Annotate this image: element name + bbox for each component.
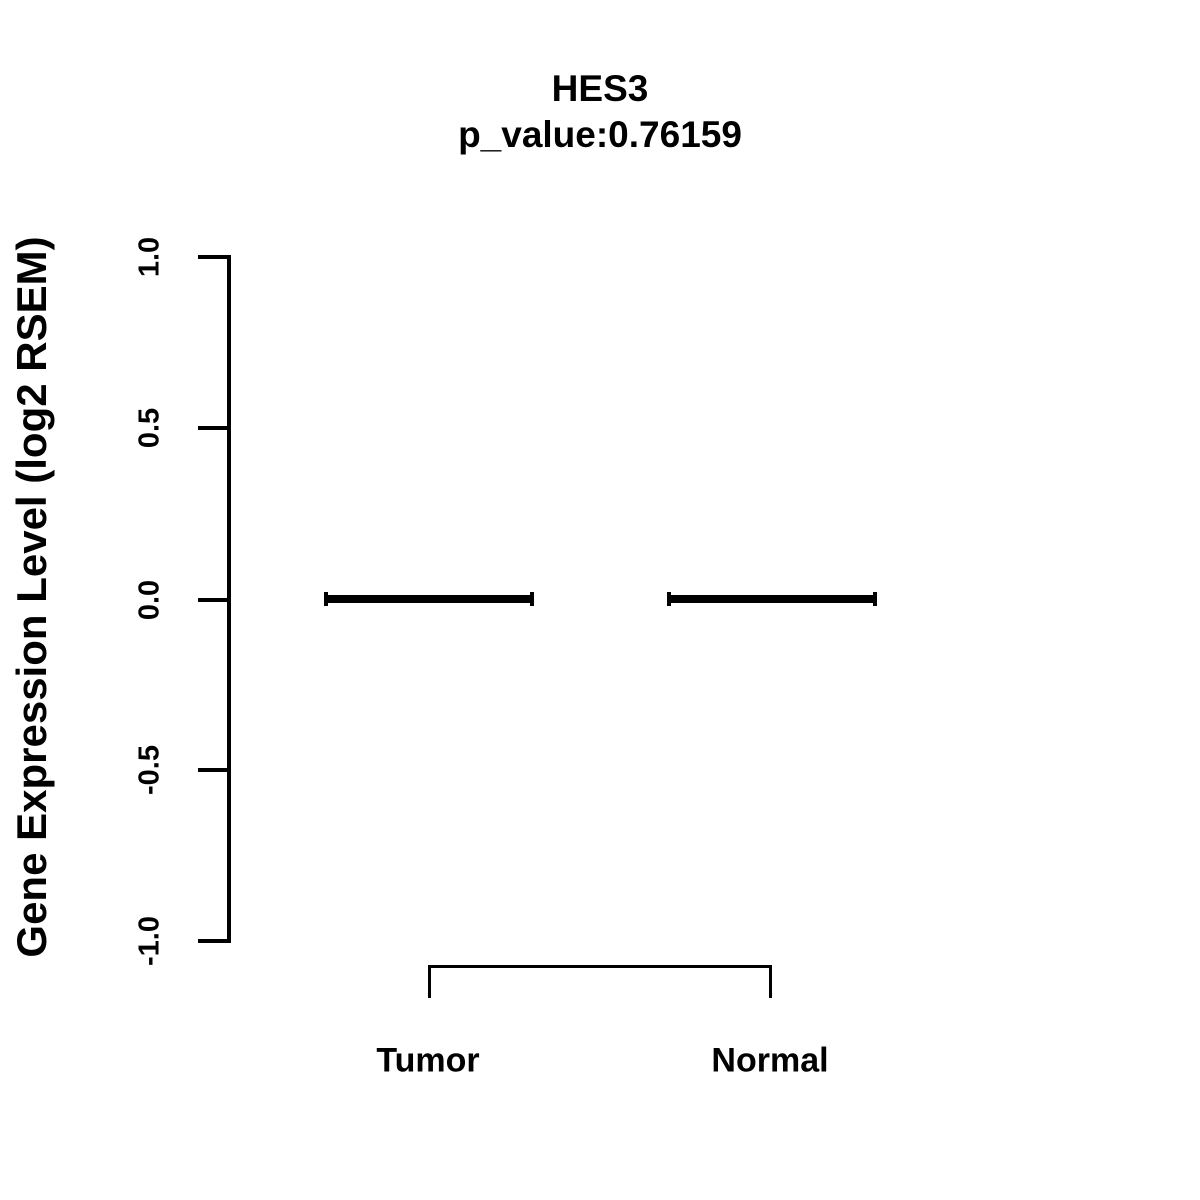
chart-title-block: HES3 p_value:0.76159	[300, 66, 900, 158]
y-tick-label: 1.0	[133, 236, 166, 278]
y-axis-title: Gene Expression Level (log2 RSEM)	[8, 236, 55, 958]
box-edge-left	[324, 592, 328, 606]
x-label-normal: Normal	[711, 1041, 829, 1080]
y-axis-line	[227, 255, 231, 943]
y-tick-label: -1.0	[133, 916, 166, 966]
y-tick-mark	[198, 598, 228, 602]
group-bracket-left	[428, 965, 431, 998]
y-tick-mark	[198, 939, 228, 943]
box-edge-right	[530, 592, 534, 606]
x-label-tumor: Tumor	[376, 1041, 480, 1080]
chart-subtitle-pvalue: p_value:0.76159	[458, 114, 742, 155]
boxplot-median-normal	[667, 592, 877, 606]
y-tick-label: 0.5	[133, 407, 166, 449]
box-edge-right	[873, 592, 877, 606]
y-tick-mark	[198, 426, 228, 430]
y-tick-mark	[198, 255, 228, 259]
box-edge-left	[667, 592, 671, 606]
y-tick-mark	[198, 768, 228, 772]
y-tick-label: 0.0	[133, 579, 166, 621]
boxplot-median-tumor	[324, 592, 534, 606]
group-bracket-top	[428, 965, 772, 968]
group-bracket-right	[769, 965, 772, 998]
chart-title: HES3	[551, 68, 649, 109]
y-tick-label: -0.5	[133, 745, 166, 795]
